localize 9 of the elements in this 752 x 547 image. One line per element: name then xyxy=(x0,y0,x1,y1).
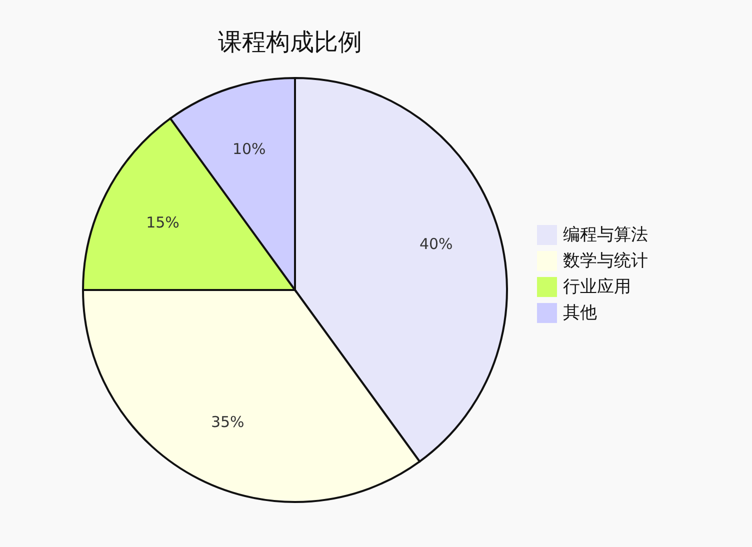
data-label: 40% xyxy=(419,235,453,254)
data-label: 15% xyxy=(146,214,180,232)
chart-title: 课程构成比例 xyxy=(217,27,363,58)
data-label: 10% xyxy=(232,140,266,158)
legend-label: 行业应用 xyxy=(563,276,631,298)
legend-label: 编程与算法 xyxy=(563,224,648,246)
legend-label: 数学与统计 xyxy=(563,250,648,272)
data-label: 35% xyxy=(210,413,244,432)
legend-label: 其他 xyxy=(563,302,597,324)
